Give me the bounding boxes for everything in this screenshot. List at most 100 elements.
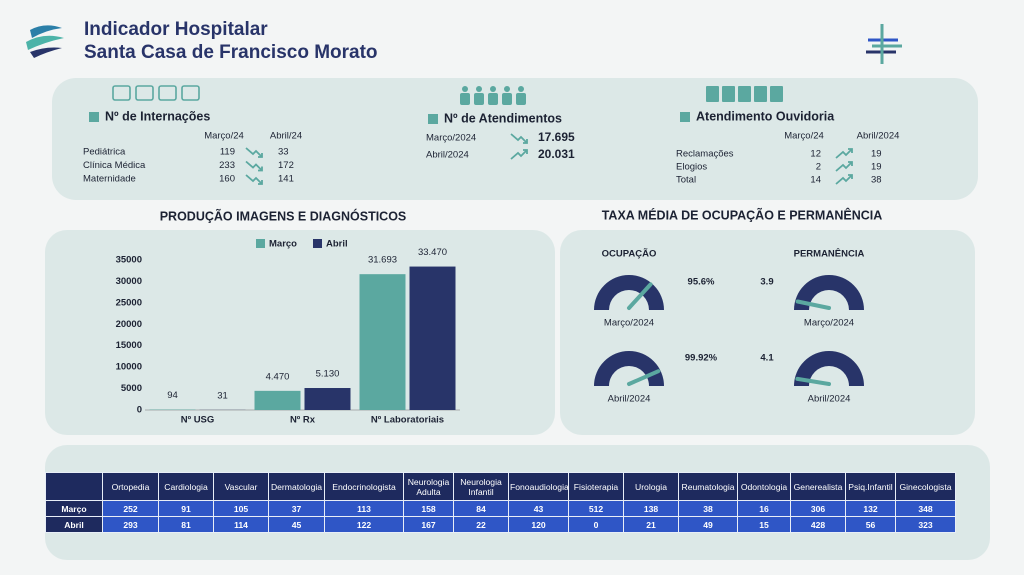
cell: 113 bbox=[324, 500, 404, 517]
legend-label: Abril bbox=[326, 239, 348, 250]
column-header: Reumatologia bbox=[678, 472, 738, 501]
column-header: Março/24 bbox=[784, 131, 824, 142]
trend-down-icon bbox=[510, 133, 528, 144]
section-title: Nº de Internações bbox=[105, 109, 210, 123]
gauge-needle bbox=[795, 376, 831, 386]
column-header: Odontologia bbox=[737, 472, 791, 501]
cell: 84 bbox=[453, 500, 509, 517]
title: Indicador Hospitalar bbox=[84, 19, 268, 40]
column-header: Dermatologia bbox=[268, 472, 325, 501]
cell: 38 bbox=[678, 500, 738, 517]
bar bbox=[304, 388, 351, 410]
data-label: 31 bbox=[217, 390, 228, 401]
bar bbox=[359, 274, 406, 410]
cell: 512 bbox=[568, 500, 624, 517]
cell: 132 bbox=[845, 500, 896, 517]
book-icon bbox=[770, 86, 783, 102]
row-label: Abril bbox=[45, 516, 103, 533]
row-label: Maternidade bbox=[83, 174, 136, 185]
cell: 105 bbox=[213, 500, 269, 517]
column-header: Fisioterapia bbox=[568, 472, 624, 501]
trend-up-icon bbox=[835, 161, 853, 172]
column-header: Abril/24 bbox=[270, 131, 302, 142]
chart-title: PRODUÇÃO IMAGENS E DIAGNÓSTICOS bbox=[160, 208, 407, 223]
column-header: Neurologia Infantil bbox=[453, 472, 509, 501]
column-header: Ortopedia bbox=[102, 472, 159, 501]
gauge-arc bbox=[794, 275, 864, 310]
cell: 293 bbox=[102, 516, 159, 533]
value: 2 bbox=[816, 162, 821, 173]
section-title: TAXA MÉDIA DE OCUPAÇÃO E PERMANÊNCIA bbox=[602, 207, 883, 222]
cell: 43 bbox=[508, 500, 569, 517]
cell: 91 bbox=[158, 500, 214, 517]
gauge-label: Março/2024 bbox=[604, 318, 654, 329]
cell: 22 bbox=[453, 516, 509, 533]
value: 141 bbox=[278, 174, 294, 185]
cell: 323 bbox=[895, 516, 956, 533]
column-header: Neurologia Adulta bbox=[403, 472, 454, 501]
column-header: Fonoaudiologia bbox=[508, 472, 569, 501]
trend-up-icon bbox=[835, 174, 853, 185]
y-tick-label: 25000 bbox=[116, 297, 142, 308]
value: 12 bbox=[810, 149, 821, 160]
brand-mark bbox=[866, 24, 902, 64]
row-label: Março/2024 bbox=[426, 133, 476, 144]
corner bbox=[45, 472, 103, 501]
column-header: Urologia bbox=[623, 472, 679, 501]
gauge-title: PERMANÊNCIA bbox=[794, 248, 865, 260]
gauge-label: Abril/2024 bbox=[608, 394, 651, 405]
row-label: Elogios bbox=[676, 162, 707, 173]
kit-icon bbox=[181, 85, 200, 101]
person-icon bbox=[518, 86, 524, 92]
gauge-label: Abril/2024 bbox=[808, 394, 851, 405]
value: 20.031 bbox=[538, 147, 575, 161]
y-tick-label: 30000 bbox=[116, 276, 142, 287]
bullet-square bbox=[680, 112, 690, 122]
value: 17.695 bbox=[538, 130, 575, 144]
specialty-table: Ortopedia Cardiologia Vascular Dermatologia… bbox=[45, 472, 956, 533]
gauge-needle bbox=[795, 299, 831, 310]
column-header: Cardiologia bbox=[158, 472, 214, 501]
kit-icon bbox=[112, 85, 131, 101]
cell: 0 bbox=[568, 516, 624, 533]
book-icon bbox=[722, 86, 735, 102]
cell: 348 bbox=[895, 500, 956, 517]
gauge-arc bbox=[594, 275, 664, 310]
column-header: Abril/2024 bbox=[857, 131, 900, 142]
bullet-square bbox=[89, 112, 99, 122]
person-icon bbox=[488, 93, 498, 105]
header-row: Ortopedia Cardiologia Vascular Dermatologia… bbox=[45, 472, 956, 501]
gauge-value: 99.92% bbox=[685, 353, 718, 364]
column-header: Vascular bbox=[213, 472, 269, 501]
person-icon bbox=[476, 86, 482, 92]
gauge-label: Março/2024 bbox=[804, 318, 854, 329]
table-row: Março 252 91 105 37 113 158 84 43 512 138 38 16 306 13… bbox=[45, 500, 956, 517]
gauge-value: 3.9 bbox=[760, 277, 773, 288]
data-label: 94 bbox=[167, 390, 178, 401]
section-title: Atendimento Ouvidoria bbox=[696, 109, 835, 123]
bullet-square bbox=[428, 114, 438, 124]
data-label: 5.130 bbox=[316, 369, 340, 380]
column-header: Psiq.Infantil bbox=[845, 472, 896, 501]
gauge-arc bbox=[794, 351, 864, 386]
kit-icon bbox=[158, 85, 177, 101]
row-label: Abril/2024 bbox=[426, 150, 469, 161]
gauge-arc bbox=[594, 351, 664, 386]
row-label: Reclamações bbox=[676, 149, 734, 160]
trend-up-icon bbox=[510, 149, 528, 160]
kit-icon bbox=[135, 85, 154, 101]
kpi-panel bbox=[52, 78, 978, 200]
trend-down-icon bbox=[245, 174, 263, 185]
gauge-value: 4.1 bbox=[760, 353, 774, 364]
person-icon bbox=[474, 93, 484, 105]
bar bbox=[409, 266, 456, 410]
value: 19 bbox=[871, 149, 882, 160]
column-header: Generealista bbox=[790, 472, 846, 501]
column-header: Março/24 bbox=[204, 131, 244, 142]
cell: 37 bbox=[268, 500, 325, 517]
book-icon bbox=[754, 86, 767, 102]
cell: 56 bbox=[845, 516, 896, 533]
cell: 114 bbox=[213, 516, 269, 533]
y-tick-label: 20000 bbox=[116, 319, 142, 330]
